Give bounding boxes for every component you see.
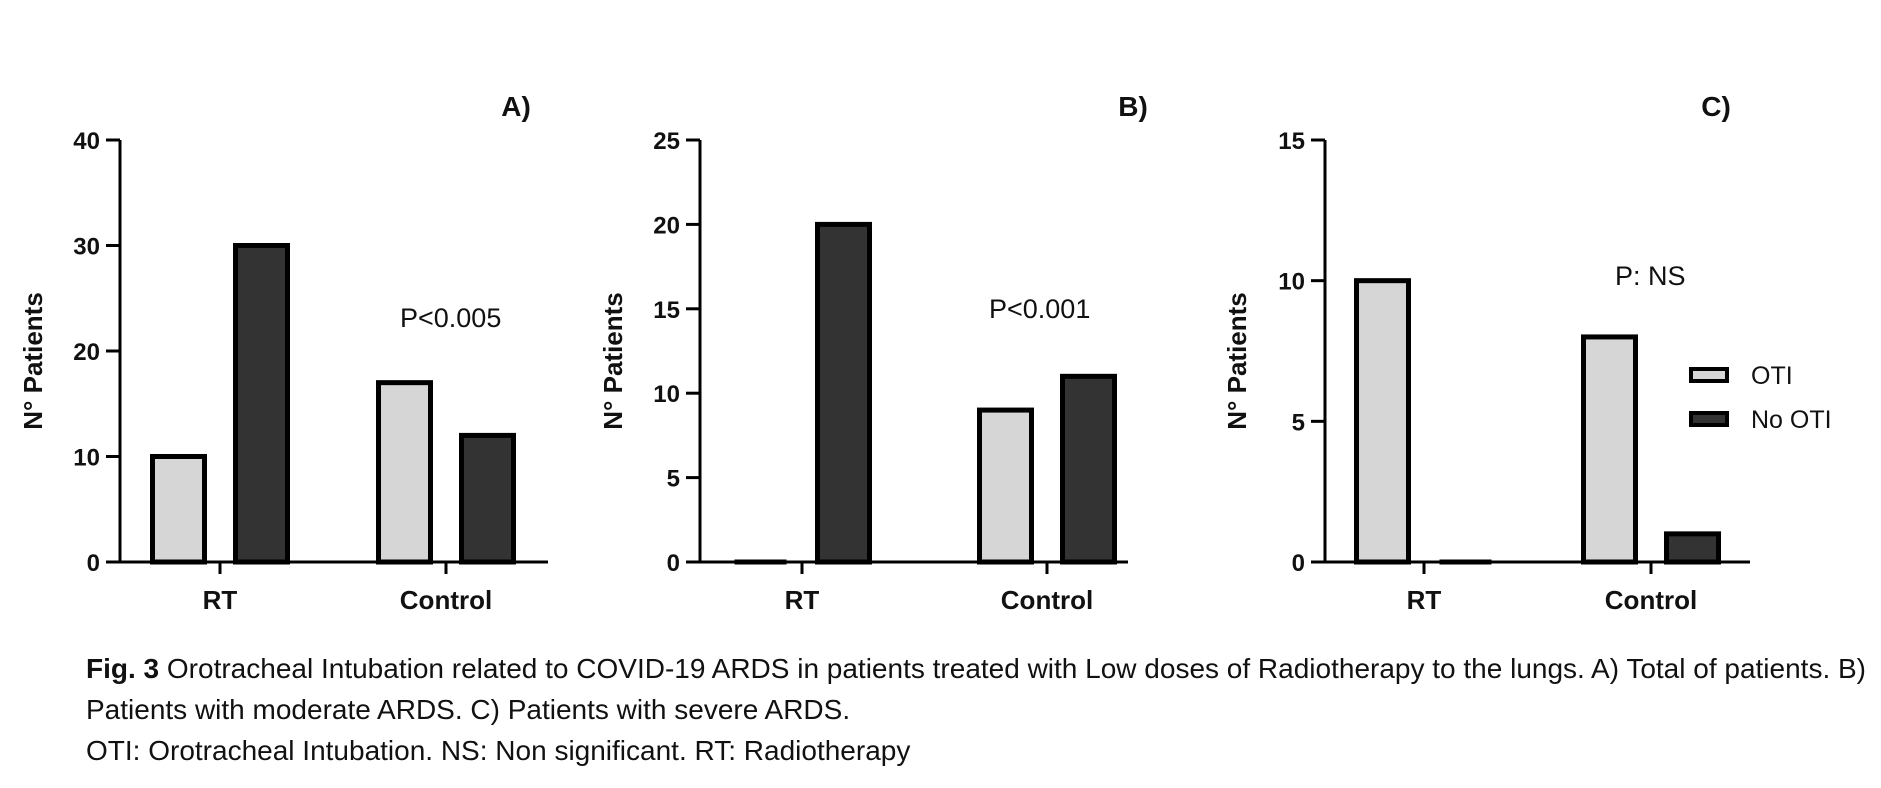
caption-fig-number: Fig. 3 [86, 653, 160, 684]
x-tick-label-control: Control [1001, 585, 1093, 615]
bar-rt-no-oti [233, 243, 290, 565]
legend-swatch-oti [1689, 367, 1729, 383]
bar-control-oti [1581, 334, 1638, 565]
y-tick-label-10: 10 [1278, 269, 1305, 296]
x-tick-label-control: Control [1605, 585, 1697, 615]
y-tick-label-15: 15 [653, 297, 680, 324]
y-tick-label-5: 5 [1292, 409, 1305, 436]
y-tick-label-20: 20 [653, 212, 680, 239]
panel-label: C) [1701, 91, 1731, 122]
bar-control-no-oti [1664, 531, 1721, 565]
x-tick-label-rt: RT [785, 585, 820, 615]
p-value-annotation: P<0.005 [400, 303, 501, 333]
bar-rt-oti [1354, 278, 1411, 565]
y-tick-label-15: 15 [1278, 128, 1305, 155]
y-tick-label-0: 0 [1292, 550, 1305, 577]
bar-rt-no-oti [815, 221, 872, 565]
y-tick-label-30: 30 [73, 234, 100, 261]
chart-panel-2: RT Control 0 5 10 15 20 25 N° Patients B) P<0.001 [598, 91, 1148, 615]
y-tick-label-25: 25 [653, 128, 680, 155]
legend: OTI No OTI [1689, 362, 1832, 434]
legend-label-oti: OTI [1751, 362, 1793, 390]
y-tick-label-0: 0 [667, 550, 680, 577]
y-axis-label: N° Patients [598, 292, 628, 430]
panel-label: A) [501, 91, 531, 122]
bar-control-oti [977, 407, 1034, 565]
y-tick-label-40: 40 [73, 128, 100, 155]
chart-panel-1: RT Control 0 10 20 30 40 N° Patients A) P<0.005 [18, 91, 548, 615]
caption-abbreviations: OTI: Orotracheal Intubation. NS: Non sig… [86, 735, 911, 766]
bar-control-oti [376, 380, 433, 565]
caption-main: Fig. 3 Orotracheal Intubation related to… [86, 648, 1876, 730]
chart-panel-3: RT Control 0 5 10 15 N° Patients C) P: NS [1222, 91, 1750, 615]
legend-swatch-no-oti [1689, 411, 1729, 427]
p-value-annotation: P<0.001 [989, 294, 1090, 324]
x-tick-label-rt: RT [203, 585, 238, 615]
caption-text: Orotracheal Intubation related to COVID-… [86, 653, 1867, 725]
y-tick-label-0: 0 [87, 550, 100, 577]
figure-caption: Fig. 3 Orotracheal Intubation related to… [86, 648, 1876, 771]
bar-control-no-oti [459, 432, 516, 565]
y-tick-label-10: 10 [653, 381, 680, 408]
x-tick-label-rt: RT [1407, 585, 1442, 615]
y-axis-label: N° Patients [18, 292, 48, 430]
y-tick-label-5: 5 [667, 466, 680, 493]
y-axis-label: N° Patients [1222, 292, 1252, 430]
bar-control-no-oti [1060, 373, 1117, 565]
p-value-annotation: P: NS [1615, 261, 1686, 291]
panel-label: B) [1118, 91, 1148, 122]
legend-label-no-oti: No OTI [1751, 406, 1832, 434]
y-tick-label-10: 10 [73, 445, 100, 472]
bar-rt-oti [150, 454, 207, 565]
y-tick-label-20: 20 [73, 339, 100, 366]
x-tick-label-control: Control [400, 585, 492, 615]
